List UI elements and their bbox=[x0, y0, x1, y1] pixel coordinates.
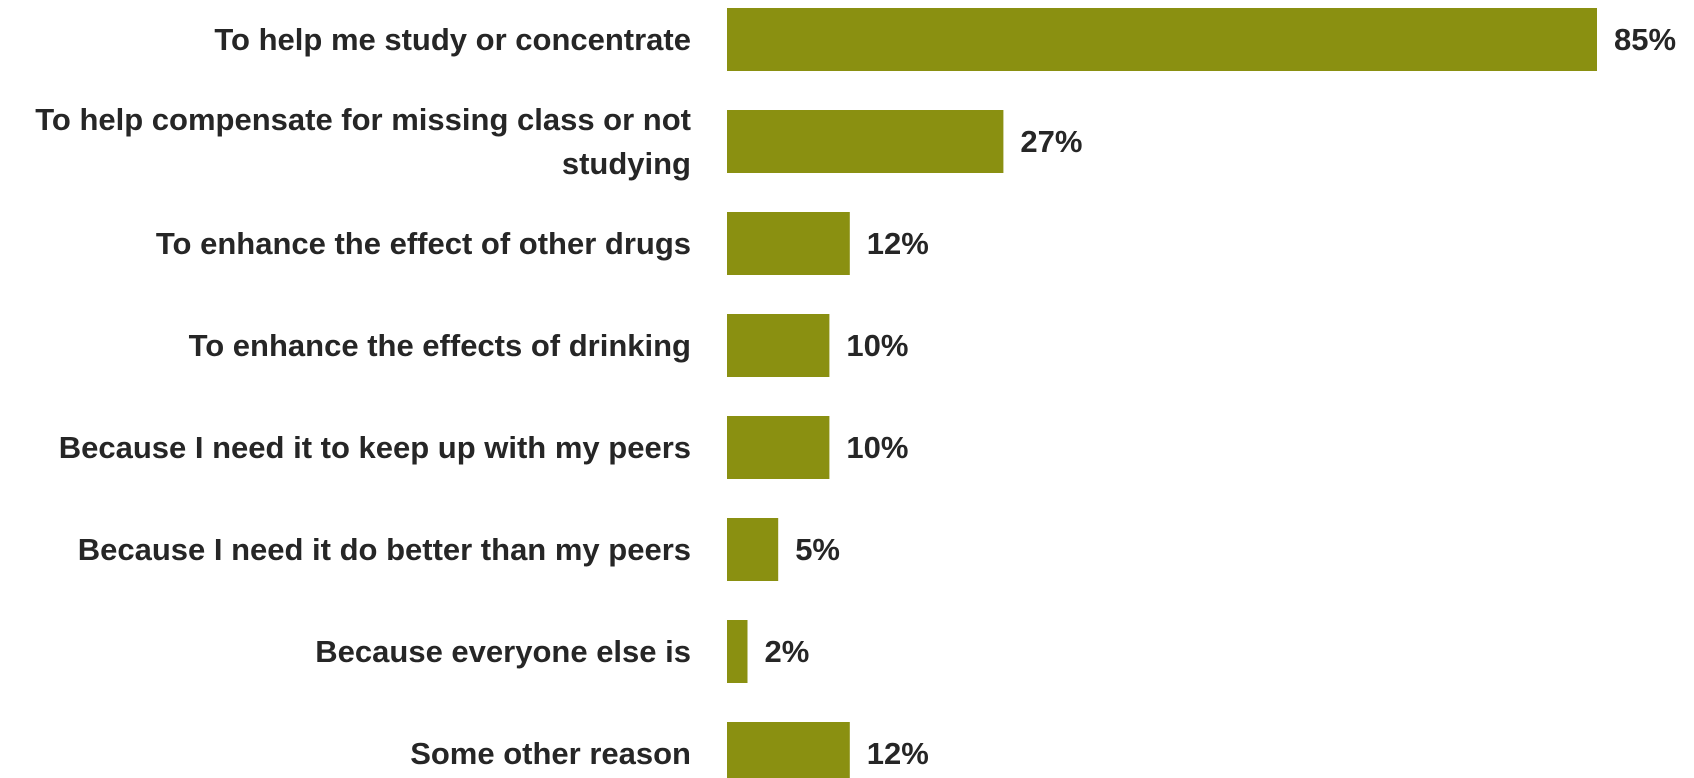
value-label-3: 12% bbox=[867, 226, 929, 261]
value-label-6: 5% bbox=[795, 532, 840, 567]
category-label-6: Because I need it do better than my peer… bbox=[78, 532, 691, 567]
category-labels-layer: To help me study or concentrate To help c… bbox=[35, 22, 691, 771]
category-label-5: Because I need it to keep up with my pee… bbox=[59, 430, 691, 465]
bar-1 bbox=[727, 8, 1597, 71]
value-label-2: 27% bbox=[1020, 124, 1082, 159]
category-label-line: To help me study or concentrate bbox=[214, 22, 691, 57]
value-label-5: 10% bbox=[846, 430, 908, 465]
bar-2 bbox=[727, 110, 1004, 173]
category-label-line: Because I need it to keep up with my pee… bbox=[59, 430, 691, 465]
value-label-8: 12% bbox=[867, 736, 929, 771]
bar-6 bbox=[727, 518, 779, 581]
value-label-4: 10% bbox=[846, 328, 908, 363]
bar-8 bbox=[727, 722, 850, 778]
bar-5 bbox=[727, 416, 830, 479]
category-label-7: Because everyone else is bbox=[315, 634, 691, 669]
bars-layer bbox=[727, 8, 1597, 778]
category-label-line: Because I need it do better than my peer… bbox=[78, 532, 691, 567]
category-label-line: To enhance the effect of other drugs bbox=[156, 226, 691, 261]
bar-7 bbox=[727, 620, 748, 683]
category-label-line: To enhance the effects of drinking bbox=[189, 328, 691, 363]
category-label-4: To enhance the effects of drinking bbox=[189, 328, 691, 363]
category-label-line: studying bbox=[562, 146, 691, 181]
category-label-line: To help compensate for missing class or … bbox=[35, 102, 691, 137]
category-label-line: Because everyone else is bbox=[315, 634, 691, 669]
category-label-2: To help compensate for missing class or … bbox=[35, 102, 691, 181]
category-label-line: Some other reason bbox=[410, 736, 691, 771]
bar-4 bbox=[727, 314, 830, 377]
value-label-7: 2% bbox=[765, 634, 810, 669]
category-label-3: To enhance the effect of other drugs bbox=[156, 226, 691, 261]
bar-3 bbox=[727, 212, 850, 275]
value-labels-layer: 85% 27% 12% 10% 10% 5% 2% 12% bbox=[765, 22, 1677, 771]
category-label-8: Some other reason bbox=[410, 736, 691, 771]
value-label-1: 85% bbox=[1614, 22, 1676, 57]
category-label-1: To help me study or concentrate bbox=[214, 22, 691, 57]
